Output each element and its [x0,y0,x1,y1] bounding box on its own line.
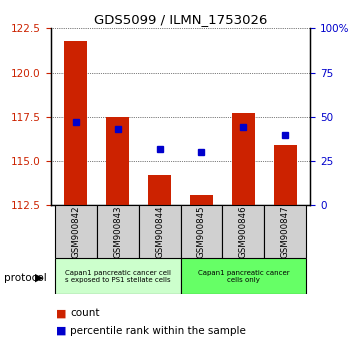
Bar [64,41,87,205]
Text: Capan1 pancreatic cancer cell
s exposed to PS1 stellate cells: Capan1 pancreatic cancer cell s exposed … [65,270,171,282]
Text: percentile rank within the sample: percentile rank within the sample [70,326,246,336]
Bar [190,195,213,205]
Title: GDS5099 / ILMN_1753026: GDS5099 / ILMN_1753026 [94,13,267,26]
Bar [139,205,180,258]
Bar [55,205,97,258]
Text: GSM900843: GSM900843 [113,206,122,258]
Bar [180,205,222,258]
Text: GSM900842: GSM900842 [71,206,80,258]
Bar [106,117,129,205]
Text: ■: ■ [56,326,66,336]
Bar [232,113,255,205]
Text: ■: ■ [56,308,66,318]
Text: ▶: ▶ [35,273,44,283]
Text: protocol: protocol [4,273,46,283]
Text: count: count [70,308,100,318]
Bar [97,205,139,258]
Text: GSM900845: GSM900845 [197,206,206,258]
Text: GSM900844: GSM900844 [155,206,164,258]
Bar [222,205,264,258]
Bar [264,205,306,258]
Text: GSM900846: GSM900846 [239,206,248,258]
Bar [148,175,171,205]
Bar [180,258,306,294]
Text: GSM900847: GSM900847 [281,206,290,258]
Text: Capan1 pancreatic cancer
cells only: Capan1 pancreatic cancer cells only [197,270,289,282]
Bar [274,145,297,205]
Bar [55,258,180,294]
